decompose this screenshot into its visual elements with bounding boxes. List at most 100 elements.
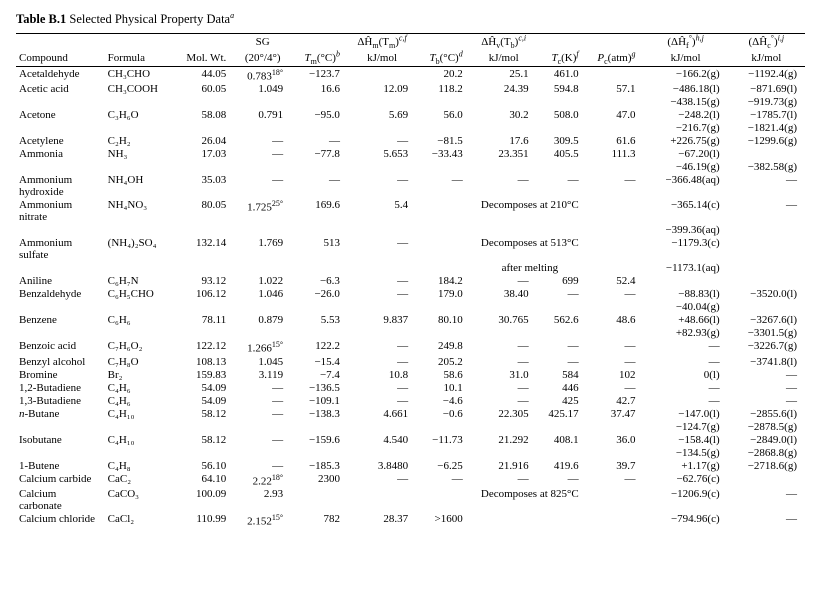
cell-hc: — [728,174,805,199]
cell-pc: — [587,340,644,356]
cell-pc: 61.6 [587,135,644,148]
table-row: −46.19(g)−382.58(g) [16,161,805,174]
cell-tb: — [416,472,471,488]
cell-compound: Calcium carbonate [16,488,105,513]
cell-hf: −1173.1(aq) [644,262,728,275]
cell-tm: −138.3 [291,407,348,420]
cell-hv: 23.351 [471,148,537,161]
cell-hf: −399.36(aq) [644,224,728,237]
table-row: BromineBr₂159.833.119−7.410.858.631.0584… [16,368,805,381]
cell-tb: −11.73 [416,433,471,446]
cell-formula: CaCO₃ [105,488,182,513]
title-super: a [230,11,234,20]
cell-hc [728,262,805,275]
cell-pc [587,67,644,83]
cell-tm: 513 [291,237,348,262]
cell-tb: 205.2 [416,355,471,368]
cell-formula: C₄H₆ [105,381,182,394]
cell-formula: CH₃CHO [105,67,182,83]
cell-mw: 54.09 [182,381,234,394]
hdr-hm-bot: kJ/mol [348,50,416,67]
hdr-tc: Tc(K)f [537,50,587,67]
cell-hf: −438.15(g) [644,96,728,109]
cell-hm: 28.37 [348,513,416,529]
cell-sg: — [234,433,291,446]
cell-hc: −1299.6(g) [728,135,805,148]
cell-sg: 2.93 [234,488,291,513]
cell-hm: 9.837 [348,314,416,327]
table-row: −124.7(g)−2878.5(g) [16,420,805,433]
cell-tm: −6.3 [291,275,348,288]
cell-sg: 0.791 [234,109,291,122]
table-row: Calcium carbideCaC₂64.102.2218°2300—————… [16,472,805,488]
table-row: Calcium chlorideCaCl₂110.992.15215°78228… [16,513,805,529]
cell-compound: Ammonium hydroxide [16,174,105,199]
cell-hf: −62.76(c) [644,472,728,488]
cell-tm: 782 [291,513,348,529]
table-row: AmmoniaNH₃17.03—−77.85.653−33.4323.35140… [16,148,805,161]
cell-hm: 12.09 [348,83,416,96]
cell-hv: 22.305 [471,407,537,420]
cell-formula: CaCl₂ [105,513,182,529]
cell-pc: — [587,472,644,488]
cell-sg: 1.26615° [234,340,291,356]
cell-sg: 2.15215° [234,513,291,529]
cell-hc: −2868.8(g) [728,446,805,459]
cell-mw: 56.10 [182,459,234,472]
cell-mw: 159.83 [182,368,234,381]
cell-formula: C₃H₆O [105,109,182,122]
cell-compound: 1,2-Butadiene [16,381,105,394]
cell-formula: C₄H₁₀ [105,433,182,446]
cell-hv: 17.6 [471,135,537,148]
cell-hc: −3226.7(g) [728,340,805,356]
cell-hc: — [728,381,805,394]
cell-pc: 39.7 [587,459,644,472]
cell-hf: — [644,381,728,394]
hdr-hc-top: (ΔĤc°)i,j [728,34,805,51]
cell-formula: Br₂ [105,368,182,381]
table-title: Table B.1 Selected Physical Property Dat… [16,12,805,27]
cell-hf: +82.93(g) [644,327,728,340]
cell-formula: C₄H₆ [105,394,182,407]
cell-formula: NH₄OH [105,174,182,199]
cell-hf: +1.17(g) [644,459,728,472]
cell-tm: −26.0 [291,288,348,301]
cell-hf: 0(l) [644,368,728,381]
cell-compound: Calcium carbide [16,472,105,488]
cell-tm: 16.6 [291,83,348,96]
cell-formula: C₇H₈O [105,355,182,368]
table-row: Benzoic acidC₇H₆O₂122.121.26615°122.2—24… [16,340,805,356]
cell-compound: Acetylene [16,135,105,148]
cell-compound: Acetaldehyde [16,67,105,83]
cell-hf: −794.96(c) [644,513,728,529]
cell-hc: — [728,199,805,224]
cell-compound: Ammonium nitrate [16,199,105,224]
cell-tc: — [537,288,587,301]
hdr-compound: Compound [16,50,105,67]
cell-pc: — [587,381,644,394]
cell-mw: 108.13 [182,355,234,368]
cell-hf: −40.04(g) [644,301,728,314]
cell-mw: 93.12 [182,275,234,288]
cell-compound: Aniline [16,275,105,288]
cell-hc: −2855.6(l) [728,407,805,420]
cell-hv: — [471,472,537,488]
cell-decomp: Decomposes at 513°C [416,237,643,262]
cell-hc: −382.58(g) [728,161,805,174]
cell-tm: 122.2 [291,340,348,356]
cell-hc: −1192.4(g) [728,67,805,83]
cell-mw: 44.05 [182,67,234,83]
cell-hm: — [348,288,416,301]
header-row-1: SG ΔĤm(Tm)c,f ΔĤv(Tb)c,i (ΔĤf°)h,j (ΔĤc°… [16,34,805,51]
cell-hf: −1206.9(c) [644,488,728,513]
cell-hv: — [471,381,537,394]
cell-pc: 36.0 [587,433,644,446]
cell-hc: −919.73(g) [728,96,805,109]
cell-tm: −15.4 [291,355,348,368]
cell-hc: −1785.7(l) [728,109,805,122]
cell-hf: −158.4(l) [644,433,728,446]
cell-hv: 21.916 [471,459,537,472]
cell-mw: 122.12 [182,340,234,356]
cell-formula: C₆H₆ [105,314,182,327]
table-row: Acetic acidCH₃COOH60.051.04916.612.09118… [16,83,805,96]
